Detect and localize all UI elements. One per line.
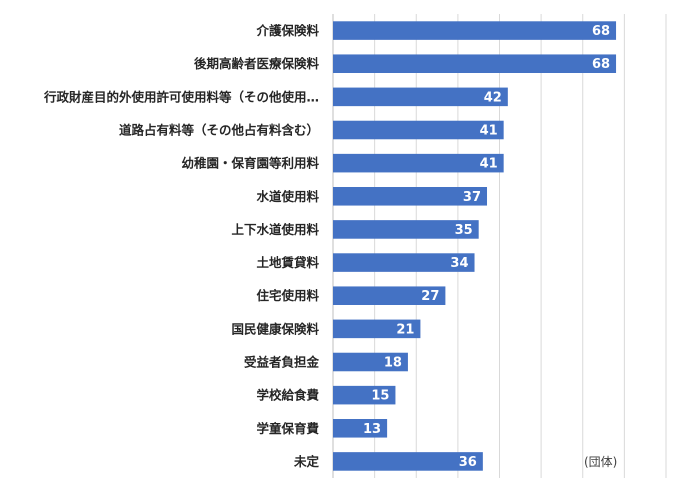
grid-layer: [332, 14, 667, 478]
data-label: 37: [463, 190, 481, 205]
category-label: 道路占有料等（その他占有料含む）: [119, 123, 319, 138]
unit-label: (団体): [584, 455, 617, 469]
category-label: 上下水道使用料: [231, 222, 319, 237]
bar: [333, 21, 617, 40]
bar: [333, 187, 488, 206]
bar: [333, 452, 483, 471]
bar: [333, 319, 421, 339]
bar: [333, 54, 617, 73]
data-label: 18: [384, 356, 402, 371]
label-layer: 68 介護保険料 68 後期高齢者医療保険料 42 行政財産目的外使用許可使用料等（その他…: [43, 23, 610, 470]
category-label: 学童保育費: [256, 421, 319, 436]
category-label: 住宅使用料: [256, 288, 319, 303]
category-label: 水道使用料: [256, 189, 319, 204]
bar: [333, 220, 479, 239]
category-label: 学校給食費: [256, 388, 319, 403]
category-label: 未定: [293, 454, 320, 469]
bar: [333, 385, 396, 405]
data-label: 35: [455, 223, 473, 238]
bar: [333, 87, 508, 107]
data-label: 21: [396, 322, 414, 337]
category-label: 介護保険料: [255, 23, 319, 38]
category-label: 行政財産目的外使用許可使用料等（その他使用…: [43, 89, 319, 104]
bar: [333, 352, 408, 372]
data-label: 42: [484, 90, 502, 105]
data-label: 68: [592, 57, 610, 72]
category-label: 土地賃貸料: [256, 255, 319, 270]
data-label: 68: [592, 24, 610, 39]
bar: [333, 120, 504, 140]
bar: [333, 253, 475, 272]
data-label: 41: [480, 157, 498, 172]
data-label: 34: [450, 256, 468, 271]
category-label: 受益者負担金: [244, 355, 320, 370]
data-label: 41: [480, 124, 498, 139]
category-label: 後期高齢者医療保険料: [194, 56, 320, 71]
data-label: 15: [371, 389, 389, 404]
bar: [333, 153, 504, 173]
data-label: 13: [363, 422, 381, 437]
category-label: 幼稚園・保育園等利用料: [181, 156, 319, 171]
data-label: 27: [421, 289, 439, 304]
bar: [333, 286, 446, 305]
bar-layer: [333, 21, 617, 471]
bar: [333, 419, 388, 438]
data-label: 36: [459, 455, 477, 470]
category-label: 国民健康保険料: [231, 321, 319, 336]
